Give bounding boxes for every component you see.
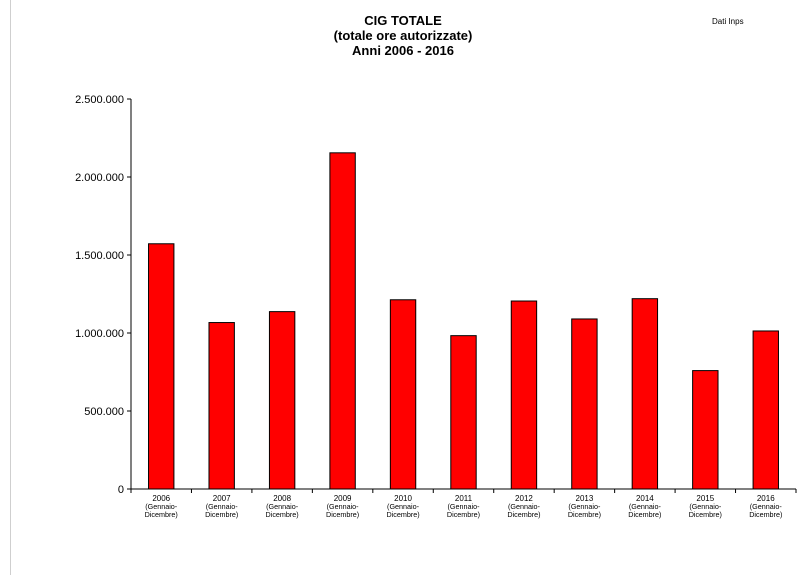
y-tick-label: 2.500.000 bbox=[75, 94, 124, 106]
bar bbox=[450, 335, 477, 490]
x-tick-label: 2009 bbox=[334, 494, 352, 503]
x-axis: 2006(Gennaio-Dicembre)2007(Gennaio-Dicem… bbox=[130, 488, 797, 519]
bar bbox=[148, 243, 175, 490]
x-tick-sublabel: (Gennaio- bbox=[266, 502, 299, 511]
x-tick-sublabel: Dicembre) bbox=[749, 510, 782, 519]
bar bbox=[631, 298, 659, 490]
x-tick-label: 2011 bbox=[455, 494, 473, 503]
x-tick-sublabel: (Gennaio- bbox=[327, 502, 360, 511]
x-tick-sublabel: (Gennaio- bbox=[568, 502, 601, 511]
x-tick-sublabel: (Gennaio- bbox=[448, 502, 481, 511]
x-tick-sublabel: Dicembre) bbox=[568, 510, 601, 519]
x-tick-sublabel: Dicembre) bbox=[205, 510, 238, 519]
x-tick-sublabel: (Gennaio- bbox=[387, 502, 420, 511]
y-tick-label: 2.000.000 bbox=[75, 172, 124, 184]
x-tick-sublabel: (Gennaio- bbox=[689, 502, 722, 511]
x-tick-sublabel: (Gennaio- bbox=[206, 502, 239, 511]
x-tick-sublabel: Dicembre) bbox=[266, 510, 299, 519]
x-tick-label: 2006 bbox=[152, 494, 170, 503]
x-tick-label: 2014 bbox=[636, 494, 654, 503]
x-tick-label: 2007 bbox=[213, 494, 231, 503]
chart-frame bbox=[10, 0, 800, 575]
x-tick-sublabel: (Gennaio- bbox=[750, 502, 783, 511]
x-tick-sublabel: Dicembre) bbox=[689, 510, 722, 519]
chart-title-line-3: Anni 2006 - 2016 bbox=[352, 43, 454, 58]
x-tick-sublabel: Dicembre) bbox=[507, 510, 540, 519]
bars bbox=[148, 152, 779, 490]
source-note: Dati Inps bbox=[712, 17, 744, 26]
x-tick-sublabel: Dicembre) bbox=[326, 510, 359, 519]
x-tick-label: 2008 bbox=[273, 494, 291, 503]
bar bbox=[510, 300, 538, 490]
bar bbox=[208, 322, 235, 490]
x-tick-label: 2010 bbox=[394, 494, 412, 503]
x-tick-sublabel: Dicembre) bbox=[628, 510, 661, 519]
bar bbox=[329, 152, 356, 490]
y-tick-label: 0 bbox=[118, 484, 124, 496]
bar bbox=[268, 311, 296, 490]
chart-title-line-2: (totale ore autorizzate) bbox=[333, 28, 473, 43]
x-tick-label: 2012 bbox=[515, 494, 533, 503]
x-tick-label: 2015 bbox=[696, 494, 714, 503]
y-tick-label: 1.000.000 bbox=[75, 328, 124, 340]
bar bbox=[389, 299, 417, 490]
x-tick-sublabel: (Gennaio- bbox=[145, 502, 178, 511]
y-tick-label: 1.500.000 bbox=[75, 250, 124, 262]
y-tick-label: 500.000 bbox=[84, 406, 124, 418]
x-tick-sublabel: Dicembre) bbox=[447, 510, 480, 519]
bar bbox=[752, 330, 779, 490]
x-tick-sublabel: Dicembre) bbox=[386, 510, 419, 519]
bar bbox=[692, 370, 719, 490]
bar bbox=[571, 318, 598, 490]
x-tick-label: 2016 bbox=[757, 494, 775, 503]
chart-title-line-1: CIG TOTALE bbox=[364, 13, 442, 28]
x-tick-sublabel: (Gennaio- bbox=[629, 502, 662, 511]
y-axis: 0 500.000 1.000.000 1.500.000 2.000.000 2.500… bbox=[75, 94, 132, 496]
x-tick-sublabel: Dicembre) bbox=[145, 510, 178, 519]
x-tick-sublabel: (Gennaio- bbox=[508, 502, 541, 511]
x-tick-label: 2013 bbox=[576, 494, 594, 503]
